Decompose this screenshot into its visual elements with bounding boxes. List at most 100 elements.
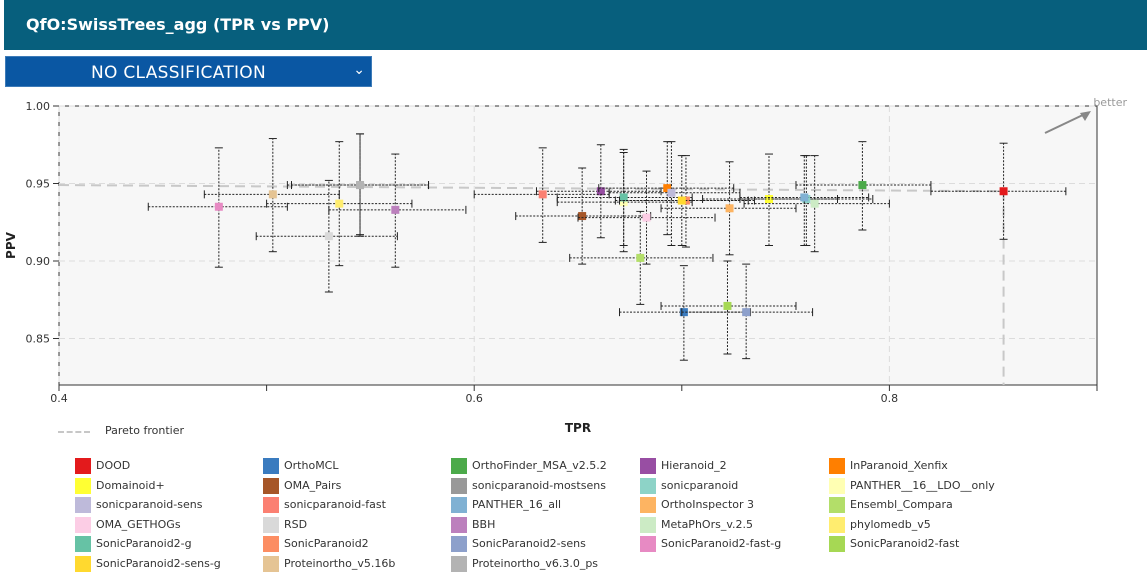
legend-label: Ensembl_Compara xyxy=(850,498,953,511)
legend-swatch xyxy=(75,516,91,533)
legend-swatch xyxy=(263,516,279,533)
data-point xyxy=(810,199,819,208)
legend-label: PANTHER_16_all xyxy=(472,498,562,511)
y-tick-label: 0.85 xyxy=(26,333,51,346)
legend-label: DOOD xyxy=(96,459,131,472)
y-axis-label: PPV xyxy=(4,231,18,259)
legend-label: SonicParanoid2-sens-g xyxy=(96,556,221,570)
legend-label: Proteinortho_v6.3.0_ps xyxy=(472,556,599,570)
data-point xyxy=(667,188,676,197)
y-tick-label: 0.95 xyxy=(26,178,51,191)
legend-swatch xyxy=(829,516,845,533)
legend-label: Domainoid+ xyxy=(96,478,165,492)
x-tick-label: 0.4 xyxy=(50,392,68,405)
page-title: QfO:SwissTrees_agg (TPR vs PPV) xyxy=(26,15,330,34)
data-point xyxy=(999,187,1008,196)
data-point xyxy=(723,301,732,310)
legend-swatch xyxy=(75,497,91,513)
x-axis-label: TPR xyxy=(565,421,591,435)
page-header: QfO:SwissTrees_agg (TPR vs PPV) xyxy=(4,0,1147,50)
data-point xyxy=(725,204,734,213)
x-tick-label: 0.8 xyxy=(881,392,899,405)
legend-swatch xyxy=(829,536,845,552)
legend-label: InParanoid_Xenfix xyxy=(850,459,948,472)
legend-swatch xyxy=(263,458,279,474)
legend-label: phylomedb_v5 xyxy=(850,517,931,531)
legend-swatch xyxy=(640,516,656,533)
legend-label: PANTHER__16__LDO__only xyxy=(850,478,995,492)
legend-swatch xyxy=(829,477,845,494)
data-point xyxy=(596,187,605,196)
legend-label: SonicParanoid2-g xyxy=(96,537,192,550)
chevron-down-icon: ⌄ xyxy=(353,62,365,78)
legend-label: RSD xyxy=(284,517,308,531)
data-point xyxy=(677,196,686,205)
legend-swatch xyxy=(263,536,279,552)
legend-label: sonicparanoid xyxy=(661,478,739,492)
pareto-legend-label: Pareto frontier xyxy=(105,424,184,437)
legend-swatch xyxy=(451,516,467,533)
data-point xyxy=(636,253,645,262)
data-point xyxy=(391,205,400,214)
better-arrow xyxy=(1044,112,1088,134)
classification-select-value: NO CLASSIFICATION xyxy=(90,63,267,83)
legend-label: SonicParanoid2 xyxy=(284,537,369,550)
data-point xyxy=(742,308,751,317)
data-point xyxy=(800,193,809,202)
data-point xyxy=(538,190,547,199)
legend-label: Hieranoid_2 xyxy=(661,459,727,472)
legend-swatch xyxy=(75,477,91,494)
legend-swatch xyxy=(451,555,467,572)
data-point xyxy=(268,190,277,199)
data-point xyxy=(335,199,344,208)
chart-legend: DOOD OrthoMCL OrthoFinder_MSA_v2.5.2 Hieran… xyxy=(75,458,1145,578)
data-point xyxy=(858,181,867,190)
legend-label: BBH xyxy=(472,517,496,531)
legend-swatch xyxy=(829,497,845,513)
legend-label: sonicparanoid-mostsens xyxy=(472,478,606,492)
data-point xyxy=(663,184,672,193)
y-tick-label: 1.00 xyxy=(26,100,51,113)
classification-select[interactable]: NO CLASSIFICATION ⌄ xyxy=(5,56,372,87)
data-point xyxy=(642,213,651,222)
data-point xyxy=(214,202,223,211)
legend-swatch xyxy=(640,477,656,494)
legend-label: sonicparanoid-fast xyxy=(284,498,386,511)
data-point xyxy=(619,193,628,202)
legend-swatch xyxy=(451,536,467,552)
legend-swatch xyxy=(263,497,279,513)
legend-label: OrthoFinder_MSA_v2.5.2 xyxy=(472,459,607,472)
legend-label: Proteinortho_v5.16b xyxy=(284,556,396,570)
legend-label: SonicParanoid2-fast-g xyxy=(661,537,782,550)
plot-area xyxy=(58,105,1098,386)
pareto-legend-line xyxy=(58,431,90,433)
legend-swatch xyxy=(75,536,91,552)
legend-swatch xyxy=(640,536,656,552)
tpr-ppv-chart: 0.4 0.6 0.8 0.85 0.90 0.95 1.00 TPR PPV better xyxy=(4,96,1127,435)
legend-swatch xyxy=(75,458,91,474)
better-label: better xyxy=(1093,96,1127,109)
legend-swatch xyxy=(263,555,279,572)
legend-label: SonicParanoid2-fast xyxy=(850,537,960,550)
legend-swatch xyxy=(829,458,845,474)
data-point xyxy=(324,232,333,241)
legend-label: OrthoMCL xyxy=(284,459,339,472)
legend-swatch xyxy=(75,555,91,572)
legend-swatch xyxy=(451,477,467,494)
legend-swatch xyxy=(263,477,279,494)
legend-swatch xyxy=(640,497,656,513)
legend-label: OrthoInspector 3 xyxy=(661,498,755,511)
legend-label: OMA_Pairs xyxy=(284,478,342,492)
legend-swatch xyxy=(451,458,467,474)
x-tick-label: 0.6 xyxy=(465,392,483,405)
data-point xyxy=(578,212,587,221)
legend-label: MetaPhOrs_v.2.5 xyxy=(661,517,753,531)
legend-label: SonicParanoid2-sens xyxy=(472,537,586,550)
legend-label: sonicparanoid-sens xyxy=(96,498,203,511)
data-point xyxy=(679,308,688,317)
legend-label: OMA_GETHOGs xyxy=(96,517,181,531)
legend-swatch xyxy=(640,458,656,474)
data-point xyxy=(356,181,365,190)
legend-swatch xyxy=(451,497,467,513)
better-arrow-head xyxy=(1080,111,1091,121)
